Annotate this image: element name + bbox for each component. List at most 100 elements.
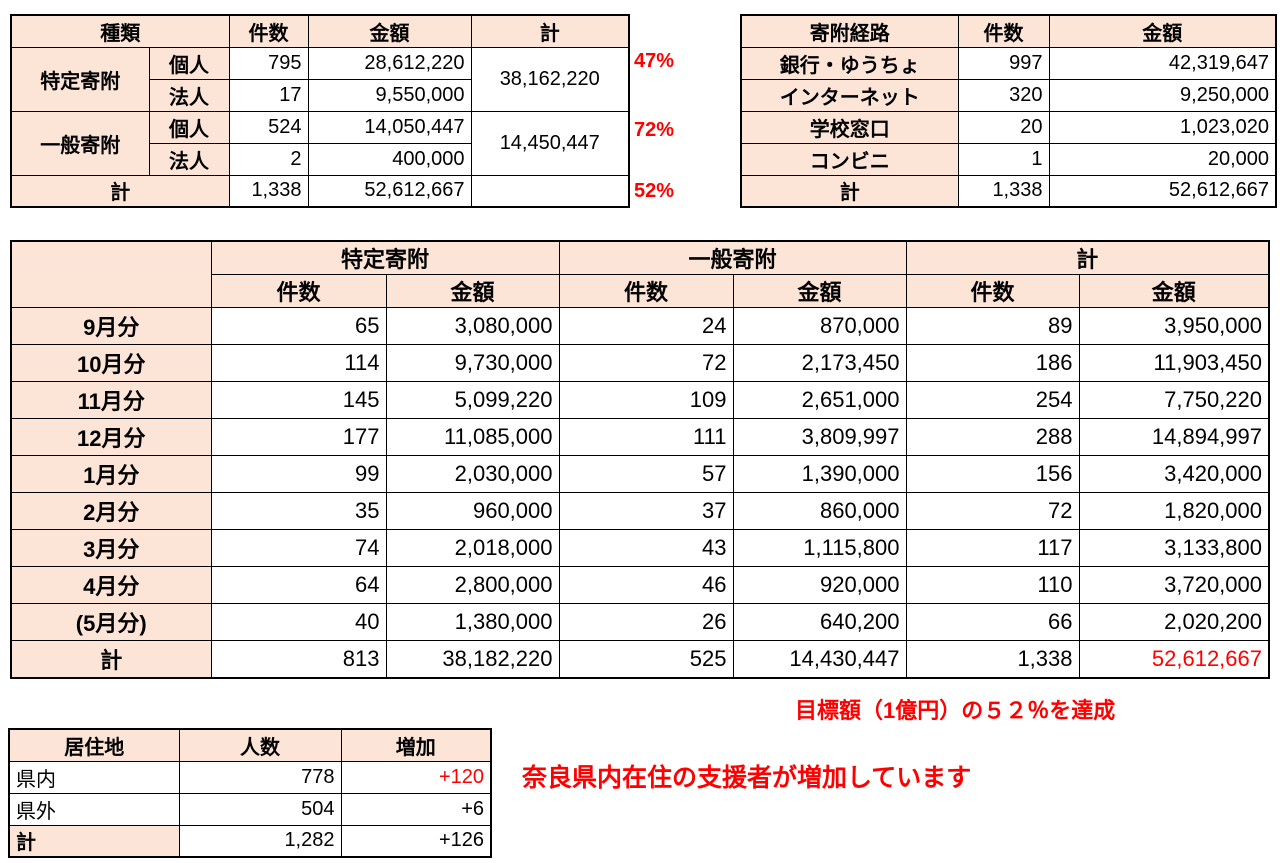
value-cell: 42,319,647 (1048, 46, 1277, 80)
header-cell-place: 居住地 (8, 728, 180, 762)
value-cell: 2,173,450 (732, 344, 907, 382)
value-cell: 117 (905, 529, 1080, 567)
table-row: 法人 2 400,000 (11, 142, 629, 176)
value-cell: 400,000 (307, 142, 472, 176)
group-header-specific: 特定寄附 (210, 240, 560, 275)
value-cell: 3,080,000 (385, 307, 560, 345)
value-cell: 72 (905, 492, 1080, 530)
value-cell: 72 (558, 344, 734, 382)
value-cell: 3,720,000 (1078, 566, 1270, 604)
row-label-total: 計 (8, 824, 180, 858)
value-cell: 288 (905, 418, 1080, 456)
row-label-month: 2月分 (10, 492, 212, 530)
header-cell-count: 件数 (957, 14, 1050, 48)
value-cell: 111 (558, 418, 734, 456)
table-row: 9月分 65 3,080,000 24 870,000 89 3,950,000 (10, 307, 1270, 345)
row-sublabel: 個人 (148, 46, 230, 80)
header-row: 種類 件数 金額 計 (10, 14, 630, 48)
row-label: 学校窓口 (740, 110, 959, 144)
value-cell: 40 (210, 603, 387, 641)
value-cell: 2,018,000 (385, 529, 560, 567)
value-cell: 813 (210, 640, 387, 678)
value-cell: 1,338 (905, 640, 1080, 678)
table-row: コンビニ 1 20,000 (740, 142, 1277, 176)
row-label-month: 12月分 (10, 418, 212, 456)
row-label-total: 計 (10, 640, 212, 678)
value-cell: 1,338 (957, 174, 1050, 208)
value-cell: 9,250,000 (1048, 78, 1277, 112)
table-row: 10月分 114 9,730,000 72 2,173,450 186 11,9… (10, 344, 1270, 382)
value-cell: 52,612,667 (307, 174, 472, 208)
row-label-total: 計 (740, 174, 959, 208)
total-row: 計 1,338 52,612,667 (740, 174, 1277, 208)
value-cell: 778 (178, 760, 342, 794)
corner-cell (10, 240, 212, 308)
header-cell-people: 人数 (178, 728, 342, 762)
value-cell: 37 (558, 492, 734, 530)
value-cell: 1,390,000 (732, 455, 907, 493)
value-cell: 320 (957, 78, 1050, 112)
value-cell: 1,282 (178, 824, 342, 858)
value-cell: 65 (210, 307, 387, 345)
value-cell: 74 (210, 529, 387, 567)
percent-total: 52% (634, 180, 675, 202)
row-label-total: 計 (10, 174, 230, 208)
value-cell: 52,612,667 (1048, 174, 1277, 208)
value-cell: 46 (558, 566, 734, 604)
total-row: 計 1,282 +126 (8, 824, 492, 858)
row-label-month: 11月分 (10, 381, 212, 419)
value-cell: 2,020,200 (1078, 603, 1270, 641)
table-row: インターネット 320 9,250,000 (740, 78, 1277, 112)
value-cell: 64 (210, 566, 387, 604)
row-label-month: 10月分 (10, 344, 212, 382)
sub-header-amount: 金額 (1078, 274, 1270, 308)
nara-supporters-note: 奈良県内在住の支援者が増加しています (522, 764, 972, 792)
value-cell: 109 (558, 381, 734, 419)
value-cell: 2,651,000 (732, 381, 907, 419)
value-cell: 1 (957, 142, 1050, 176)
value-cell: 89 (905, 307, 1080, 345)
group-header-general: 一般寄附 (558, 240, 907, 275)
value-cell: 795 (228, 46, 309, 80)
value-cell: 5,099,220 (385, 381, 560, 419)
row-label-month: 1月分 (10, 455, 212, 493)
value-cell: 254 (905, 381, 1080, 419)
value-cell: 28,612,220 (307, 46, 472, 80)
table-row: 法人 17 9,550,000 (11, 78, 629, 112)
table-row: 1月分 99 2,030,000 57 1,390,000 156 3,420,… (10, 455, 1270, 493)
header-cell-amount: 金額 (307, 14, 472, 48)
row-label: 県外 (8, 792, 180, 826)
value-cell: 2,030,000 (385, 455, 560, 493)
value-cell: 66 (905, 603, 1080, 641)
row-label: コンビニ (740, 142, 959, 176)
percent-specific: 47% (634, 50, 675, 72)
group-header-row: 特定寄附 一般寄附 計 (10, 240, 1270, 308)
value-cell: 3,420,000 (1078, 455, 1270, 493)
row-label-specific: 特定寄附 (10, 46, 150, 112)
value-cell: 14,430,447 (732, 640, 907, 678)
sub-header-amount: 金額 (732, 274, 907, 308)
value-cell: 145 (210, 381, 387, 419)
header-cell-route: 寄附経路 (740, 14, 959, 48)
type-summary-table: 種類 件数 金額 計 特定寄附 個人 795 28,612,220 38,162… (10, 14, 630, 208)
value-cell: 177 (210, 418, 387, 456)
value-cell: 525 (558, 640, 734, 678)
table-row: 2月分 35 960,000 37 860,000 72 1,820,000 (10, 492, 1270, 530)
value-cell: 9,730,000 (385, 344, 560, 382)
value-cell: 870,000 (732, 307, 907, 345)
value-cell-increase: +6 (340, 792, 492, 826)
table-row: 11月分 145 5,099,220 109 2,651,000 254 7,7… (10, 381, 1270, 419)
group-header-total: 計 (905, 240, 1270, 275)
goal-achievement-note: 目標額（1億円）の５２％を達成 (795, 698, 1116, 723)
row-label-general: 一般寄附 (10, 110, 150, 176)
value-cell: 640,200 (732, 603, 907, 641)
monthly-breakdown-table: 特定寄附 一般寄附 計 件数 金額 件数 金額 件数 金額 9月分 65 3,0… (10, 240, 1270, 679)
header-row: 寄附経路 件数 金額 (740, 14, 1277, 48)
table-row: 特定寄附 個人 795 28,612,220 38,162,220 (10, 46, 630, 112)
value-cell: 110 (905, 566, 1080, 604)
value-cell: 7,750,220 (1078, 381, 1270, 419)
table-row: 4月分 64 2,800,000 46 920,000 110 3,720,00… (10, 566, 1270, 604)
value-cell: 11,085,000 (385, 418, 560, 456)
row-label: 銀行・ゆうちょ (740, 46, 959, 80)
value-cell: 57 (558, 455, 734, 493)
